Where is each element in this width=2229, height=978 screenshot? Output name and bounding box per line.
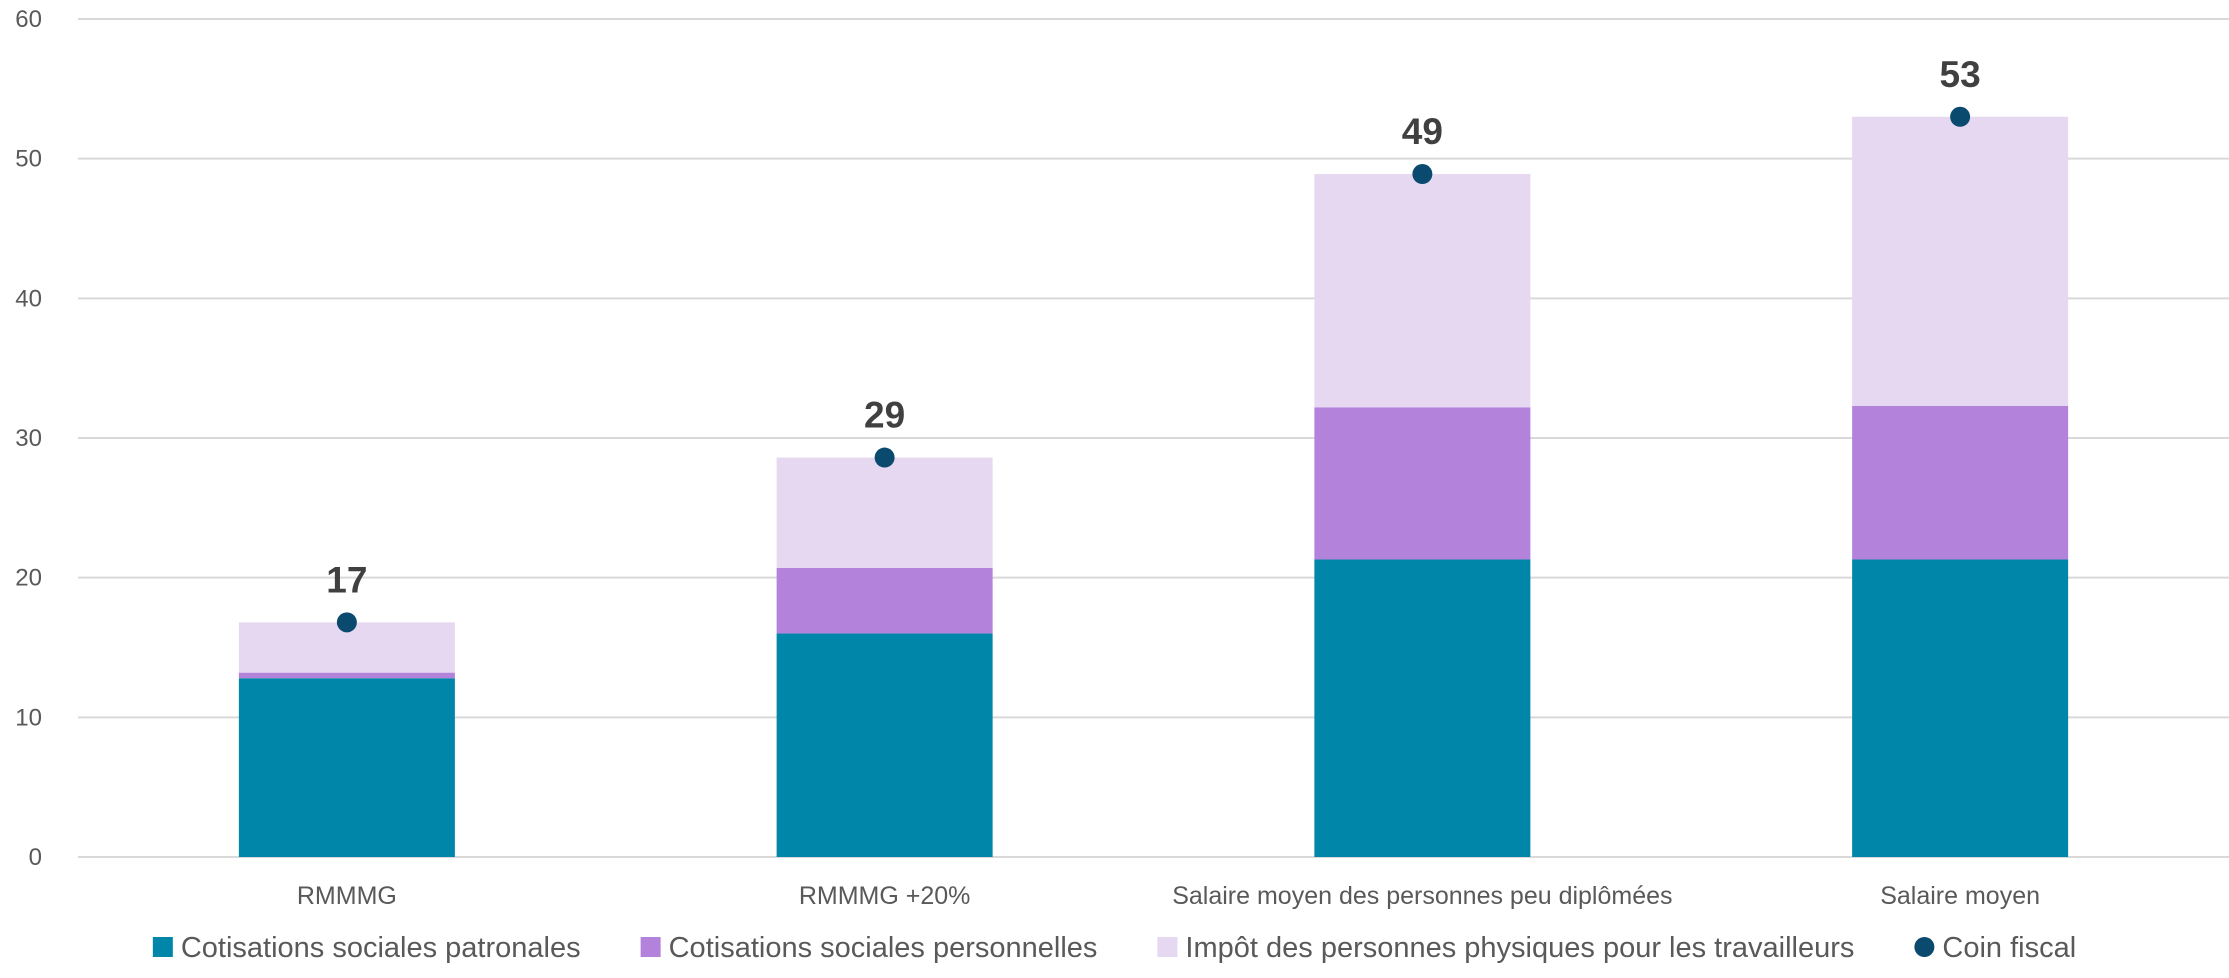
data-label: 49 — [1402, 111, 1443, 152]
legend-label: Cotisations sociales patronales — [181, 932, 581, 964]
coin-fiscal-point-1 — [874, 447, 895, 468]
y-tick-label: 50 — [15, 146, 42, 173]
legend-swatch — [152, 937, 173, 957]
x-category-label: RMMMG — [297, 882, 397, 910]
bar-segment-impot-des-personnes-physiques-pour-les-travailleurs-3 — [1852, 116, 2069, 406]
bars — [238, 116, 2069, 857]
x-category-label: Salaire moyen — [1880, 882, 2040, 910]
bar-segment-impot-des-personnes-physiques-pour-les-travailleurs-2 — [1314, 174, 1531, 408]
bar-segment-cotisations-sociales-patronales-1 — [776, 633, 993, 857]
legend: Cotisations sociales patronales Cotisatio… — [152, 932, 2076, 964]
y-tick-label: 10 — [15, 704, 42, 731]
bar-segment-cotisations-sociales-personnelles-3 — [1852, 405, 2069, 560]
data-label: 29 — [864, 395, 905, 436]
coin-fiscal-point-0 — [336, 612, 357, 633]
legend-label: Cotisations sociales personnelles — [669, 932, 1098, 964]
legend-swatch — [640, 937, 661, 957]
legend-marker — [1914, 937, 1935, 957]
legend-swatch — [1157, 937, 1178, 957]
x-axis-category-labels: RMMMG RMMMG +20% Salaire moyen des personn… — [297, 882, 2040, 910]
bar-segment-cotisations-sociales-personnelles-2 — [1314, 407, 1531, 560]
y-tick-label: 0 — [29, 844, 42, 871]
data-label: 53 — [1940, 54, 1981, 95]
y-tick-label: 30 — [15, 425, 42, 452]
y-tick-label: 20 — [15, 565, 42, 592]
bar-segment-impot-des-personnes-physiques-pour-les-travailleurs-1 — [776, 457, 993, 568]
legend-item-impot-des-personnes-physiques-pour-les-travailleurs: Impôt des personnes physiques pour les t… — [1157, 932, 1854, 964]
y-tick-label: 60 — [15, 6, 42, 33]
coin-fiscal-points — [336, 106, 1971, 633]
bar-segment-cotisations-sociales-patronales-3 — [1852, 559, 2069, 857]
legend-item-cotisations-sociales-patronales: Cotisations sociales patronales — [152, 932, 581, 964]
x-category-label: RMMMG +20% — [799, 882, 971, 910]
y-tick-label: 40 — [15, 285, 42, 312]
legend-item-coin-fiscal: Coin fiscal — [1914, 932, 2076, 964]
bar-segment-cotisations-sociales-patronales-0 — [238, 678, 455, 857]
x-category-label: Salaire moyen des personnes peu diplômée… — [1172, 882, 1672, 910]
legend-label: Coin fiscal — [1942, 932, 2076, 964]
data-label: 17 — [326, 559, 367, 600]
bar-segment-cotisations-sociales-patronales-2 — [1314, 559, 1531, 857]
coin-fiscal-point-3 — [1950, 106, 1971, 127]
bar-segment-cotisations-sociales-personnelles-0 — [238, 672, 455, 679]
data-labels: 17 29 49 53 — [326, 54, 1980, 601]
y-axis-ticks: 0 10 20 30 40 50 60 — [15, 6, 42, 871]
bar-segment-cotisations-sociales-personnelles-1 — [776, 567, 993, 634]
coin-fiscal-point-2 — [1412, 164, 1433, 185]
legend-item-cotisations-sociales-personnelles: Cotisations sociales personnelles — [640, 932, 1098, 964]
legend-label: Impôt des personnes physiques pour les t… — [1185, 932, 1854, 964]
